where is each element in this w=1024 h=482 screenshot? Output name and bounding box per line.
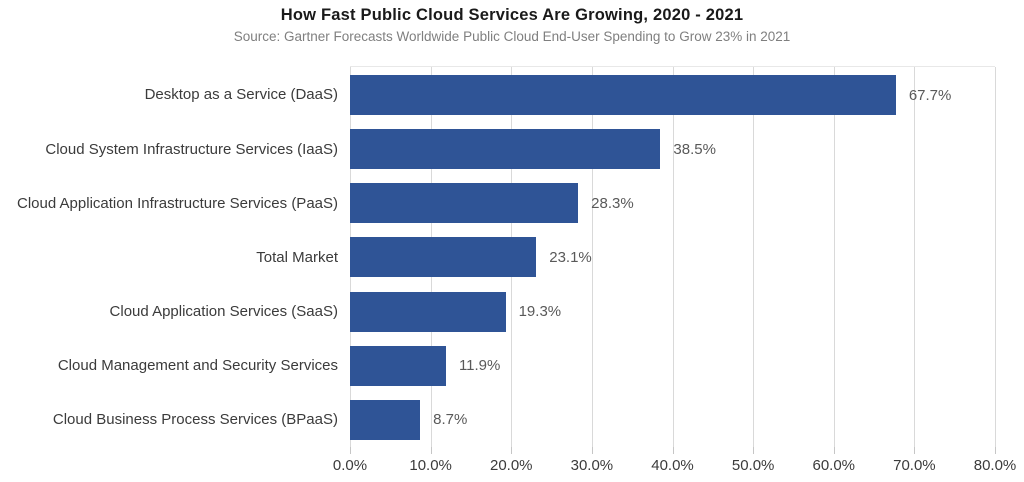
- bar-track: 67.7%: [350, 68, 995, 122]
- value-label: 11.9%: [458, 357, 501, 375]
- bar-row: Desktop as a Service (DaaS) 67.7%: [0, 68, 995, 122]
- bar-row: Cloud Application Infrastructure Service…: [0, 176, 995, 230]
- tick-mark: [350, 447, 351, 454]
- x-tick-label: 10.0%: [409, 457, 452, 474]
- category-label: Cloud System Infrastructure Services (Ia…: [45, 140, 338, 158]
- bar-track: 11.9%: [350, 339, 995, 393]
- category-label: Cloud Management and Security Services: [57, 357, 338, 375]
- bar: [350, 75, 896, 116]
- value-label: 8.7%: [433, 411, 468, 429]
- bar: [350, 237, 537, 278]
- bar-rows: Desktop as a Service (DaaS) 67.7% Cloud Sy…: [0, 68, 995, 447]
- value-label: 38.5%: [673, 140, 716, 158]
- x-tick-label: 30.0%: [570, 457, 614, 474]
- bar-track: 23.1%: [350, 230, 995, 284]
- bar-track: 19.3%: [350, 285, 995, 339]
- bar-track: 28.3%: [350, 176, 995, 230]
- x-tick-label: 40.0%: [651, 457, 694, 474]
- bar-row: Cloud Management and Security Services 11…: [0, 339, 995, 393]
- tick-mark: [591, 447, 593, 454]
- bar-track: 8.7%: [350, 393, 995, 447]
- category-label: Cloud Application Services (SaaS): [109, 303, 338, 320]
- value-label: 28.3%: [591, 194, 634, 212]
- category-label: Cloud Application Infrastructure Service…: [17, 194, 338, 212]
- tick-mark: [995, 447, 996, 454]
- value-label: 67.7%: [908, 86, 952, 104]
- x-tick-label: 50.0%: [731, 457, 775, 474]
- gridline: [753, 67, 755, 447]
- gridline: [995, 67, 996, 447]
- gridline: [591, 67, 593, 447]
- x-tick-label: 60.0%: [812, 457, 856, 474]
- category-label: Total Market: [256, 248, 338, 266]
- value-label: 23.1%: [549, 248, 592, 266]
- tick-mark: [914, 447, 916, 454]
- x-tick-label: 20.0%: [489, 457, 533, 474]
- bar: [350, 399, 421, 440]
- category-label: Desktop as a Service (DaaS): [144, 86, 338, 104]
- x-tick-label: 70.0%: [893, 457, 936, 474]
- tick-mark: [672, 447, 674, 454]
- chart-subtitle: Source: Gartner Forecasts Worldwide Publ…: [233, 29, 791, 44]
- bar-row: Cloud Application Services (SaaS) 19.3%: [0, 285, 995, 339]
- tick-mark: [511, 447, 513, 454]
- chart-header: How Fast Public Cloud Services Are Growi…: [0, 6, 1024, 44]
- value-label: 19.3%: [518, 303, 562, 321]
- bar: [350, 129, 661, 170]
- bar-row: Total Market 23.1%: [0, 230, 995, 284]
- x-axis-ticks: [350, 447, 996, 454]
- gridline: [672, 67, 674, 447]
- gridline: [833, 67, 835, 447]
- bar: [350, 291, 506, 332]
- tick-mark: [430, 447, 432, 454]
- bar-row: Cloud Business Process Services (BPaaS) 8…: [0, 393, 995, 447]
- gridline: [914, 67, 916, 447]
- x-tick-label: 0.0%: [332, 457, 368, 474]
- bar: [350, 183, 579, 224]
- bar-track: 38.5%: [350, 122, 995, 176]
- tick-mark: [833, 447, 835, 454]
- x-tick-label: 80.0%: [973, 457, 1017, 474]
- bar: [350, 345, 446, 386]
- x-axis-labels: 0.0% 10.0% 20.0% 30.0% 40.0% 50.0% 60.0% 70.0% 8…: [333, 457, 1016, 477]
- bar-row: Cloud System Infrastructure Services (Ia…: [0, 122, 995, 176]
- tick-mark: [753, 447, 755, 454]
- chart-title: How Fast Public Cloud Services Are Growi…: [280, 6, 744, 24]
- category-label: Cloud Business Process Services (BPaaS): [52, 411, 338, 429]
